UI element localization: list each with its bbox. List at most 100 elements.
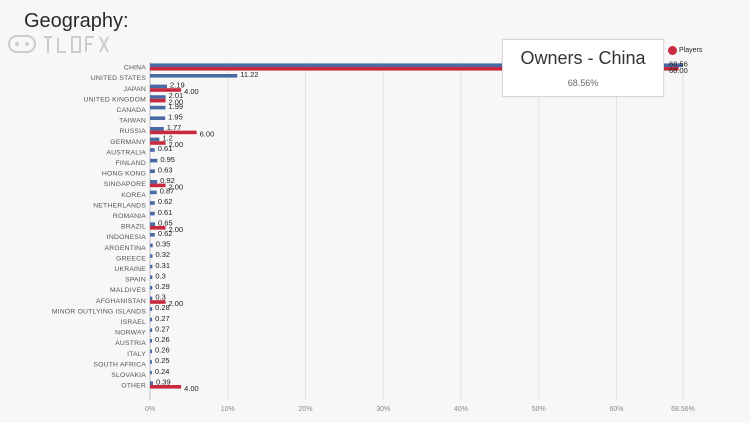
category-label: MALDIVES [110, 287, 146, 294]
category-label: NORWAY [115, 330, 146, 337]
players-value-label: 68.00 [669, 66, 688, 75]
owners-value-label: 0.26 [155, 335, 170, 344]
owners-value-label: 0.27 [155, 314, 170, 323]
owners-value-label: 0.32 [155, 250, 170, 259]
owners-bar [150, 95, 166, 99]
players-bar [150, 141, 166, 145]
owners-value-label: 0.92 [160, 176, 175, 185]
owners-value-label: 0.62 [158, 229, 173, 238]
owners-value-label: 0.31 [155, 261, 170, 270]
category-label: GERMANY [110, 139, 146, 146]
players-bar [150, 130, 197, 135]
owners-value-label: 0.61 [158, 208, 173, 217]
category-label: ARGENTINA [105, 245, 147, 252]
players-value-label: 2.00 [169, 225, 184, 234]
x-tick-label: 0% [145, 406, 155, 413]
category-label: UNITED KINGDOM [84, 96, 147, 103]
x-tick-label: 10% [221, 406, 235, 413]
category-label: UKRAINE [114, 266, 146, 273]
owners-value-label: 0.62 [158, 197, 173, 206]
category-label: CHINA [124, 65, 146, 72]
owners-bar [150, 169, 155, 173]
chart-gridlines [149, 62, 684, 400]
category-label: ITALY [127, 351, 146, 358]
players-value-label: 4.00 [184, 384, 199, 393]
category-label: TAIWAN [119, 118, 146, 125]
owners-value-label: 0.29 [155, 282, 170, 291]
owners-bar [150, 222, 156, 226]
owners-value-label: 0.87 [160, 187, 175, 196]
category-label: KOREA [121, 192, 146, 199]
players-value-label: 6.00 [200, 129, 215, 138]
x-axis-ticks: 0% 10% 20% 30% 40% 50% 60% 68.56% [145, 406, 695, 413]
players-value-label: 2.00 [169, 182, 184, 191]
players-value-label: 4.00 [184, 87, 199, 96]
owners-bar [150, 349, 153, 354]
x-tick-label: 30% [376, 406, 390, 413]
category-label: AUSTRALIA [106, 149, 146, 156]
owners-bar [150, 317, 153, 322]
category-label: AUSTRIA [115, 340, 146, 347]
owners-bar [150, 63, 683, 67]
category-label: INDONESIA [107, 234, 146, 241]
owners-bar [150, 296, 153, 301]
owners-value-label: 0.63 [158, 165, 173, 174]
x-tick-label: 50% [532, 406, 546, 413]
legend-label: Players [679, 47, 703, 54]
category-label: JAPAN [124, 86, 146, 93]
owners-value-label: 0.28 [155, 303, 170, 312]
owners-value-label: 0.65 [158, 218, 173, 227]
owners-value-label: 1.95 [168, 112, 183, 121]
legend-dot-icon [668, 46, 677, 55]
owners-bar [150, 190, 157, 195]
x-tick-label: 60% [609, 406, 623, 413]
owners-value-label: 0.35 [156, 240, 171, 249]
category-label: NETHERLANDS [93, 202, 146, 209]
owners-bar [150, 211, 155, 216]
category-label: GREECE [116, 255, 146, 262]
owners-bar [150, 201, 155, 205]
owners-value-label: 2.01 [169, 91, 184, 100]
owners-bar [150, 339, 153, 343]
category-label: CANADA [116, 107, 146, 114]
category-label: BRAZIL [121, 224, 146, 231]
category-label: ISRAEL [121, 319, 146, 326]
category-label: HONG KONG [102, 171, 146, 178]
owners-bar [150, 127, 164, 131]
x-tick-label: 68.56% [671, 406, 695, 413]
x-tick-label: 20% [298, 406, 312, 413]
value-labels: 68.5668.0011.222.194.002.012.001.991.951… [155, 59, 688, 392]
category-label: SLOVAKIA [111, 372, 146, 379]
category-label: SOUTH AFRICA [93, 361, 146, 368]
category-label: OTHER [121, 383, 146, 390]
players-bar [150, 67, 679, 71]
owners-value-label: 1.99 [168, 102, 183, 111]
owners-value-label: 0.61 [158, 144, 173, 153]
owners-value-label: 0.3 [155, 271, 165, 280]
owners-bar [150, 84, 168, 89]
owners-bar [150, 254, 153, 258]
owners-bar [150, 137, 160, 142]
hover-tooltip: Owners - China 68.56% [502, 39, 664, 97]
category-label: ROMANIA [113, 213, 146, 220]
players-bar [150, 183, 166, 188]
owners-bar [150, 148, 155, 152]
owners-bar [150, 116, 166, 120]
category-label: UNITED STATES [91, 75, 146, 82]
owners-value-label: 1.2 [162, 134, 172, 143]
owners-bar [150, 360, 152, 364]
players-bar [150, 385, 182, 389]
tooltip-value: 68.56% [567, 78, 599, 88]
owners-bar [150, 243, 153, 248]
category-label: SINGAPORE [104, 181, 146, 188]
players-bar [150, 300, 166, 304]
owners-value-label: 2.19 [170, 81, 185, 90]
chart-legend[interactable]: Players [668, 46, 702, 55]
owners-bar [150, 286, 153, 290]
owners-value-label: 1.77 [167, 123, 182, 132]
owners-value-label: 0.3 [155, 293, 165, 302]
owners-value-label: 0.27 [155, 324, 170, 333]
players-bar [150, 226, 166, 230]
players-bar [150, 88, 182, 92]
